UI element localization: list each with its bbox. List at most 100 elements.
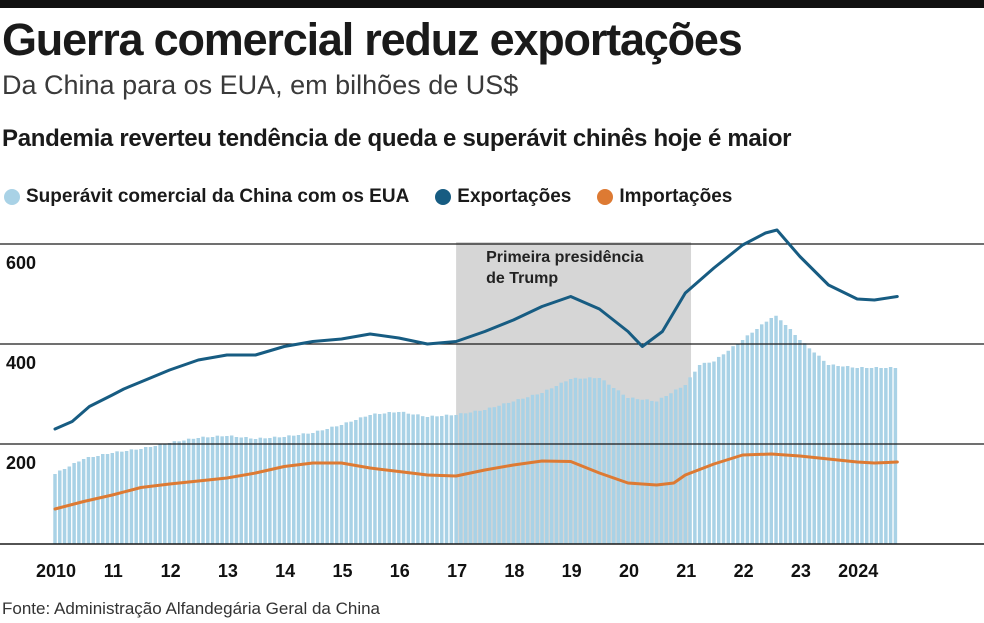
surplus-bar	[884, 368, 888, 544]
surplus-bar	[124, 451, 129, 544]
surplus-bar	[607, 384, 611, 544]
surplus-bar	[311, 433, 315, 544]
surplus-bar	[249, 438, 253, 544]
surplus-bar	[688, 377, 692, 544]
x-tick-label: 20	[619, 561, 639, 581]
surplus-bar	[225, 436, 229, 544]
surplus-bar	[554, 386, 559, 544]
surplus-bar	[888, 367, 893, 544]
surplus-bar	[191, 438, 196, 544]
y-tick-label: 600	[6, 253, 36, 273]
surplus-bar	[229, 435, 234, 544]
imports-line	[53, 452, 899, 511]
x-tick-label: 12	[161, 561, 181, 581]
surplus-bar	[167, 443, 172, 544]
exports-line	[53, 228, 899, 431]
x-tick-label: 17	[447, 561, 467, 581]
surplus-bar	[158, 444, 162, 544]
surplus-bar	[597, 378, 602, 544]
surplus-bar	[148, 447, 153, 544]
surplus-bar	[196, 438, 200, 544]
surplus-bar	[798, 340, 802, 544]
legend-label-imports: Importações	[619, 186, 733, 207]
surplus-bar	[654, 401, 659, 544]
surplus-bar	[440, 416, 444, 544]
source-note: Fonte: Administração Alfandegária Geral …	[2, 599, 381, 618]
surplus-bar	[635, 399, 640, 544]
surplus-bar	[239, 437, 243, 544]
surplus-bar	[153, 446, 158, 544]
surplus-bar	[444, 414, 449, 544]
surplus-bar	[172, 441, 177, 544]
surplus-bar	[865, 368, 869, 544]
surplus-bar	[96, 456, 100, 544]
surplus-bar	[631, 397, 635, 544]
x-tick-label: 18	[504, 561, 524, 581]
surplus-bar	[764, 321, 769, 544]
surplus-bar	[325, 429, 329, 544]
surplus-bar	[769, 318, 773, 544]
surplus-bar	[779, 320, 783, 544]
legend-swatch-exports	[435, 189, 452, 205]
surplus-bar	[759, 324, 764, 544]
surplus-bar	[334, 426, 339, 544]
surplus-bar	[177, 441, 181, 544]
surplus-bar	[869, 368, 874, 544]
surplus-bar	[669, 393, 673, 544]
legend-swatch-imports	[597, 189, 614, 205]
surplus-bar	[358, 417, 363, 544]
surplus-bar	[349, 421, 353, 544]
surplus-bar	[626, 398, 630, 544]
surplus-bar	[731, 346, 735, 544]
surplus-bar	[850, 367, 855, 544]
surplus-bar	[521, 398, 525, 544]
surplus-bar	[793, 335, 797, 544]
surplus-bar	[549, 388, 554, 544]
x-tick-label: 2024	[838, 561, 878, 581]
surplus-bar	[182, 440, 186, 544]
surplus-bar	[812, 352, 816, 544]
surplus-bar	[483, 410, 487, 544]
surplus-bar	[186, 438, 191, 544]
surplus-bar	[339, 425, 344, 544]
surplus-bar	[120, 451, 124, 544]
legend-label-exports: Exportações	[457, 186, 572, 207]
surplus-bar	[502, 403, 506, 544]
surplus-bar	[143, 447, 148, 544]
surplus-bar	[712, 361, 716, 544]
surplus-bar	[640, 399, 645, 544]
surplus-bar	[330, 426, 334, 544]
x-tick-label: 2010	[36, 561, 76, 581]
surplus-bar	[545, 389, 549, 544]
annotation-label-line1: Primeira presidência	[486, 249, 644, 266]
surplus-bar	[315, 430, 320, 544]
surplus-bar	[387, 412, 391, 544]
surplus-bar	[253, 439, 258, 544]
surplus-bar	[258, 437, 263, 544]
surplus-bar	[740, 340, 745, 544]
surplus-bar	[115, 451, 119, 544]
surplus-bar	[621, 394, 625, 544]
surplus-bar	[215, 435, 220, 544]
surplus-bar	[726, 350, 731, 544]
surplus-bar	[282, 437, 286, 544]
legend-label-surplus: Superávit comercial da China com os EUA	[26, 186, 410, 207]
surplus-bar	[755, 329, 759, 544]
surplus-bar	[268, 438, 272, 544]
legend-item-exports: Exportações	[435, 186, 571, 208]
surplus-bar	[392, 412, 396, 544]
surplus-bar	[506, 402, 511, 544]
surplus-bar	[611, 388, 616, 544]
surplus-bar	[416, 414, 420, 544]
surplus-bar	[110, 453, 115, 544]
surplus-bar	[406, 413, 411, 544]
surplus-bar	[220, 436, 224, 544]
surplus-bar	[860, 367, 864, 544]
surplus-bar	[702, 362, 707, 544]
surplus-bar	[459, 413, 463, 544]
surplus-bar	[836, 366, 840, 544]
surplus-bar	[788, 329, 793, 544]
surplus-bar	[650, 400, 654, 544]
surplus-bar	[435, 416, 439, 544]
x-tick-label: 16	[390, 561, 410, 581]
